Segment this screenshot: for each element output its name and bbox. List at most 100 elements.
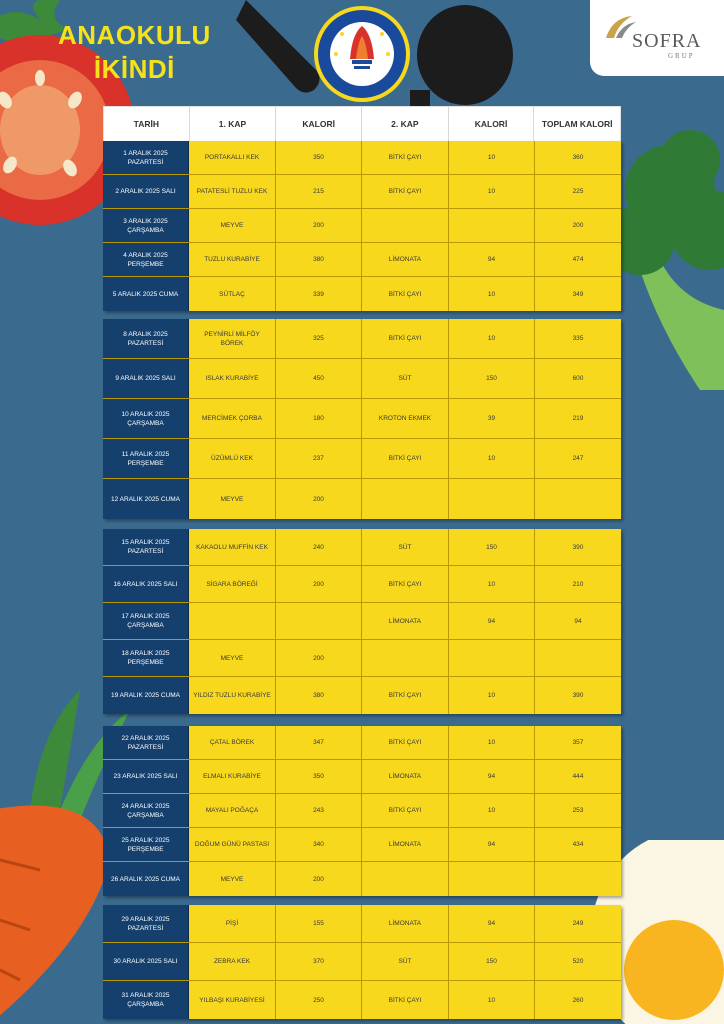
- cell-date: 3 ARALIK 2025 ÇARŞAMBA: [103, 209, 189, 242]
- cell-kap1: YILDIZ TUZLU KURABİYE: [189, 677, 276, 714]
- cell-kalori1: 325: [276, 319, 362, 358]
- cell-kalori2: 94: [449, 828, 535, 861]
- cell-kalori1: 200: [276, 566, 362, 602]
- cell-kap1: YILBAŞI KURABİYESİ: [189, 981, 276, 1019]
- cell-date: 22 ARALIK 2025 PAZARTESİ: [103, 726, 189, 759]
- cell-kalori1: 340: [276, 828, 362, 861]
- cell-kalori2: [449, 479, 535, 519]
- cell-date: 15 ARALIK 2025 PAZARTESİ: [103, 529, 189, 565]
- cell-date: 5 ARALIK 2025 CUMA: [103, 277, 189, 311]
- cell-date: 12 ARALIK 2025 CUMA: [103, 479, 189, 519]
- cell-kap2: BİTKİ ÇAYI: [362, 319, 449, 358]
- cell-kap1: ÇATAL BÖREK: [189, 726, 276, 759]
- brand-name: SOFRA: [632, 30, 702, 52]
- cell-date: 10 ARALIK 2025 ÇARŞAMBA: [103, 399, 189, 438]
- cell-total: 434: [535, 828, 621, 861]
- cell-kalori2: [449, 209, 535, 242]
- cell-kalori1: 155: [276, 905, 362, 942]
- cell-kalori2: 150: [449, 359, 535, 398]
- cell-date: 26 ARALIK 2025 CUMA: [103, 862, 189, 896]
- cell-kalori2: 10: [449, 726, 535, 759]
- cell-kalori2: 39: [449, 399, 535, 438]
- table-row: 29 ARALIK 2025 PAZARTESİ PİŞİ 155 LİMONATA 9…: [103, 905, 621, 943]
- cell-kalori1: 370: [276, 943, 362, 980]
- table-row: 11 ARALIK 2025 PERŞEMBE ÜZÜMLÜ KEK 237 BİTK…: [103, 439, 621, 479]
- cell-kap2: [362, 862, 449, 896]
- cell-kap2: LİMONATA: [362, 603, 449, 639]
- cell-total: 200: [535, 209, 621, 242]
- title-line-2: İKİNDİ: [93, 54, 175, 84]
- cell-kap2: BİTKİ ÇAYI: [362, 677, 449, 714]
- cell-kap1: ZEBRA KEK: [189, 943, 276, 980]
- cell-total: 247: [535, 439, 621, 478]
- cell-total: [535, 862, 621, 896]
- cell-date: 25 ARALIK 2025 PERŞEMBE: [103, 828, 189, 861]
- spoon-icon: [410, 5, 513, 120]
- cell-kalori1: 380: [276, 243, 362, 276]
- cell-kap2: LİMONATA: [362, 760, 449, 793]
- table-row: 2 ARALIK 2025 SALI PATATESLİ TUZLU KEK 215…: [103, 175, 621, 209]
- cell-total: 349: [535, 277, 621, 311]
- school-logo: [314, 6, 410, 102]
- cell-kalori2: 10: [449, 141, 535, 174]
- table-row: 12 ARALIK 2025 CUMA MEYVE 200: [103, 479, 621, 519]
- cell-kap1: KAKAOLU MUFFİN KEK: [189, 529, 276, 565]
- cell-date: 9 ARALIK 2025 SALI: [103, 359, 189, 398]
- table-row: 17 ARALIK 2025 ÇARŞAMBA LİMONATA 94 94: [103, 603, 621, 640]
- cell-kalori2: 10: [449, 175, 535, 208]
- cell-kap1: MEYVE: [189, 862, 276, 896]
- cell-kap1: SİGARA BÖREĞİ: [189, 566, 276, 602]
- header-kalori2: KALORİ: [449, 107, 535, 141]
- cell-kalori1: 180: [276, 399, 362, 438]
- cell-kalori2: 10: [449, 794, 535, 827]
- cell-date: 2 ARALIK 2025 SALI: [103, 175, 189, 208]
- header-kap1: 1. KAP: [190, 107, 277, 141]
- table-row: 5 ARALIK 2025 CUMA SÜTLAÇ 339 BİTKİ ÇAYI 10 3…: [103, 277, 621, 311]
- cell-kalori2: 10: [449, 566, 535, 602]
- cell-kalori2: 10: [449, 319, 535, 358]
- table-row: 31 ARALIK 2025 ÇARŞAMBA YILBAŞI KURABİYES…: [103, 981, 621, 1019]
- table-row: 10 ARALIK 2025 ÇARŞAMBA MERCİMEK ÇORBA 180…: [103, 399, 621, 439]
- week-block: 15 ARALIK 2025 PAZARTESİ KAKAOLU MUFFİN K…: [103, 529, 621, 714]
- cell-kalori2: 94: [449, 603, 535, 639]
- cell-total: 94: [535, 603, 621, 639]
- cell-total: [535, 479, 621, 519]
- cell-kap1: ELMALI KURABİYE: [189, 760, 276, 793]
- header-total: TOPLAM KALORİ: [541, 119, 613, 129]
- cell-kap2: BİTKİ ÇAYI: [362, 175, 449, 208]
- cell-kap2: BİTKİ ÇAYI: [362, 726, 449, 759]
- cell-kalori1: 215: [276, 175, 362, 208]
- cell-kap1: PATATESLİ TUZLU KEK: [189, 175, 276, 208]
- week-block: 29 ARALIK 2025 PAZARTESİ PİŞİ 155 LİMONATA 9…: [103, 905, 621, 1019]
- cell-total: [535, 640, 621, 676]
- fork-icon: [236, 0, 320, 93]
- cell-kap1: MAYALI POĞAÇA: [189, 794, 276, 827]
- week-block: 1 ARALIK 2025 PAZARTESİ PORTAKALLI KEK 350…: [103, 141, 621, 311]
- cell-date: 4 ARALIK 2025 PERŞEMBE: [103, 243, 189, 276]
- cell-kalori1: 200: [276, 209, 362, 242]
- cell-kap1: MERCİMEK ÇORBA: [189, 399, 276, 438]
- header-kalori1: KALORİ: [276, 107, 363, 141]
- cell-date: 11 ARALIK 2025 PERŞEMBE: [103, 439, 189, 478]
- cell-date: 29 ARALIK 2025 PAZARTESİ: [103, 905, 189, 942]
- cell-date: 19 ARALIK 2025 CUMA: [103, 677, 189, 714]
- cell-kalori2: 10: [449, 981, 535, 1019]
- cell-kalori2: 150: [449, 529, 535, 565]
- table-header: TARİH 1. KAP KALORİ 2. KAP KALORİ TOPLAM…: [103, 106, 621, 142]
- cell-date: 23 ARALIK 2025 SALI: [103, 760, 189, 793]
- cell-kalori2: [449, 862, 535, 896]
- cell-kap2: SÜT: [362, 943, 449, 980]
- cell-date: 16 ARALIK 2025 SALI: [103, 566, 189, 602]
- cell-kalori2: [449, 640, 535, 676]
- week-block: 22 ARALIK 2025 PAZARTESİ ÇATAL BÖREK 347 Bİ…: [103, 726, 621, 896]
- cell-date: 30 ARALIK 2025 SALI: [103, 943, 189, 980]
- cell-kalori2: 10: [449, 277, 535, 311]
- table-row: 8 ARALIK 2025 PAZARTESİ PEYNİRLİ MİLFÖY B…: [103, 319, 621, 359]
- table-row: 25 ARALIK 2025 PERŞEMBE DOĞUM GÜNÜ PASTAS…: [103, 828, 621, 862]
- table-row: 19 ARALIK 2025 CUMA YILDIZ TUZLU KURABİYE…: [103, 677, 621, 714]
- table-row: 15 ARALIK 2025 PAZARTESİ KAKAOLU MUFFİN K…: [103, 529, 621, 566]
- cell-kalori1: 380: [276, 677, 362, 714]
- table-row: 4 ARALIK 2025 PERŞEMBE TUZLU KURABİYE 380 L…: [103, 243, 621, 277]
- cell-kap2: BİTKİ ÇAYI: [362, 794, 449, 827]
- title-line-1: ANAOKULU: [58, 20, 211, 50]
